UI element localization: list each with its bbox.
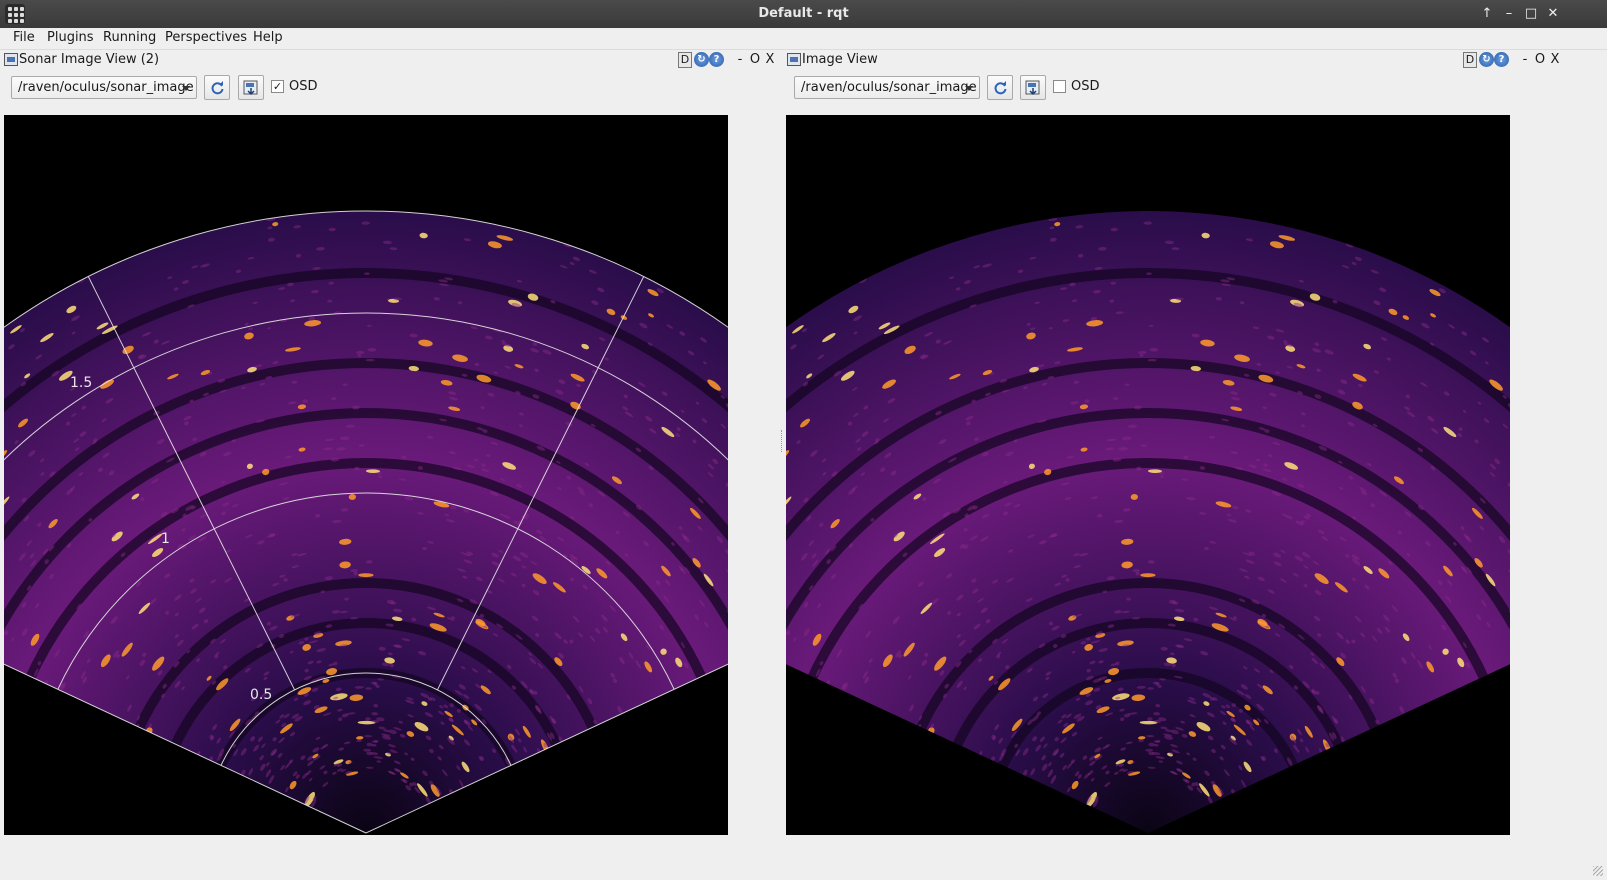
left-dock-d-button[interactable]: D	[678, 52, 692, 68]
panel-icon	[4, 53, 18, 66]
left-sonar-image	[4, 210, 728, 834]
left-osd-checkbox[interactable]: ✓	[271, 80, 284, 93]
right-topic-select[interactable]: /raven/oculus/sonar_image	[794, 76, 980, 99]
window-title: Default - rqt	[758, 6, 849, 21]
save-image-icon	[243, 80, 258, 96]
menu-file[interactable]: File	[13, 30, 35, 45]
right-reload-icon[interactable]: ↻	[1479, 52, 1494, 67]
menu-plugins[interactable]: Plugins	[47, 30, 94, 45]
range-label-0.5: 0.5	[250, 687, 273, 703]
left-minimize-dock-button[interactable]: -	[737, 52, 743, 67]
menu-running[interactable]: Running	[103, 30, 157, 45]
right-save-image-button[interactable]	[1020, 75, 1046, 100]
left-topic-value: /raven/oculus/sonar_image	[18, 80, 194, 95]
chevron-down-icon	[182, 86, 190, 91]
menu-bar: File Plugins Running Perspectives Help	[0, 28, 1607, 50]
right-panel-title: Image View	[802, 52, 878, 67]
right-help-icon[interactable]: ?	[1494, 52, 1509, 67]
panel-icon	[787, 53, 801, 66]
left-save-image-button[interactable]	[238, 75, 264, 100]
left-sonar-view[interactable]: 1.5 1 0.5	[4, 115, 728, 835]
save-image-icon	[1025, 80, 1040, 96]
minimize-window-button[interactable]: –	[1505, 6, 1513, 21]
panel-splitter[interactable]	[781, 430, 784, 452]
menu-perspectives[interactable]: Perspectives	[165, 30, 248, 45]
refresh-icon	[994, 81, 1007, 95]
right-float-dock-button[interactable]: O	[1534, 52, 1546, 67]
left-reload-icon[interactable]: ↻	[694, 52, 709, 67]
window-titlebar: Default - rqt ↑ – □ ✕	[0, 0, 1607, 28]
right-osd-label: OSD	[1071, 79, 1100, 94]
right-close-dock-button[interactable]: X	[1550, 52, 1560, 67]
right-sonar-image	[786, 211, 1510, 833]
right-refresh-topics-button[interactable]	[987, 75, 1013, 100]
left-float-dock-button[interactable]: O	[749, 52, 761, 67]
refresh-icon	[211, 81, 224, 95]
right-image-view[interactable]	[786, 115, 1510, 835]
right-topic-value: /raven/oculus/sonar_image	[801, 80, 977, 95]
left-osd-label: OSD	[289, 79, 318, 94]
maximize-window-button[interactable]: □	[1524, 6, 1538, 21]
keep-above-button[interactable]: ↑	[1481, 6, 1493, 21]
right-minimize-dock-button[interactable]: -	[1522, 52, 1528, 67]
left-close-dock-button[interactable]: X	[765, 52, 775, 67]
range-label-1: 1	[161, 531, 170, 547]
left-help-icon[interactable]: ?	[709, 52, 724, 67]
left-refresh-topics-button[interactable]	[204, 75, 230, 100]
right-dock-d-button[interactable]: D	[1463, 52, 1477, 68]
close-window-button[interactable]: ✕	[1547, 6, 1559, 21]
left-panel-title: Sonar Image View (2)	[19, 52, 160, 67]
resize-grip[interactable]	[1593, 866, 1603, 876]
menu-help[interactable]: Help	[253, 30, 283, 45]
left-topic-select[interactable]: /raven/oculus/sonar_image	[11, 76, 197, 99]
range-label-1.5: 1.5	[70, 375, 93, 391]
right-osd-checkbox[interactable]	[1053, 80, 1066, 93]
chevron-down-icon	[965, 86, 973, 91]
app-menu-icon[interactable]	[5, 4, 25, 24]
